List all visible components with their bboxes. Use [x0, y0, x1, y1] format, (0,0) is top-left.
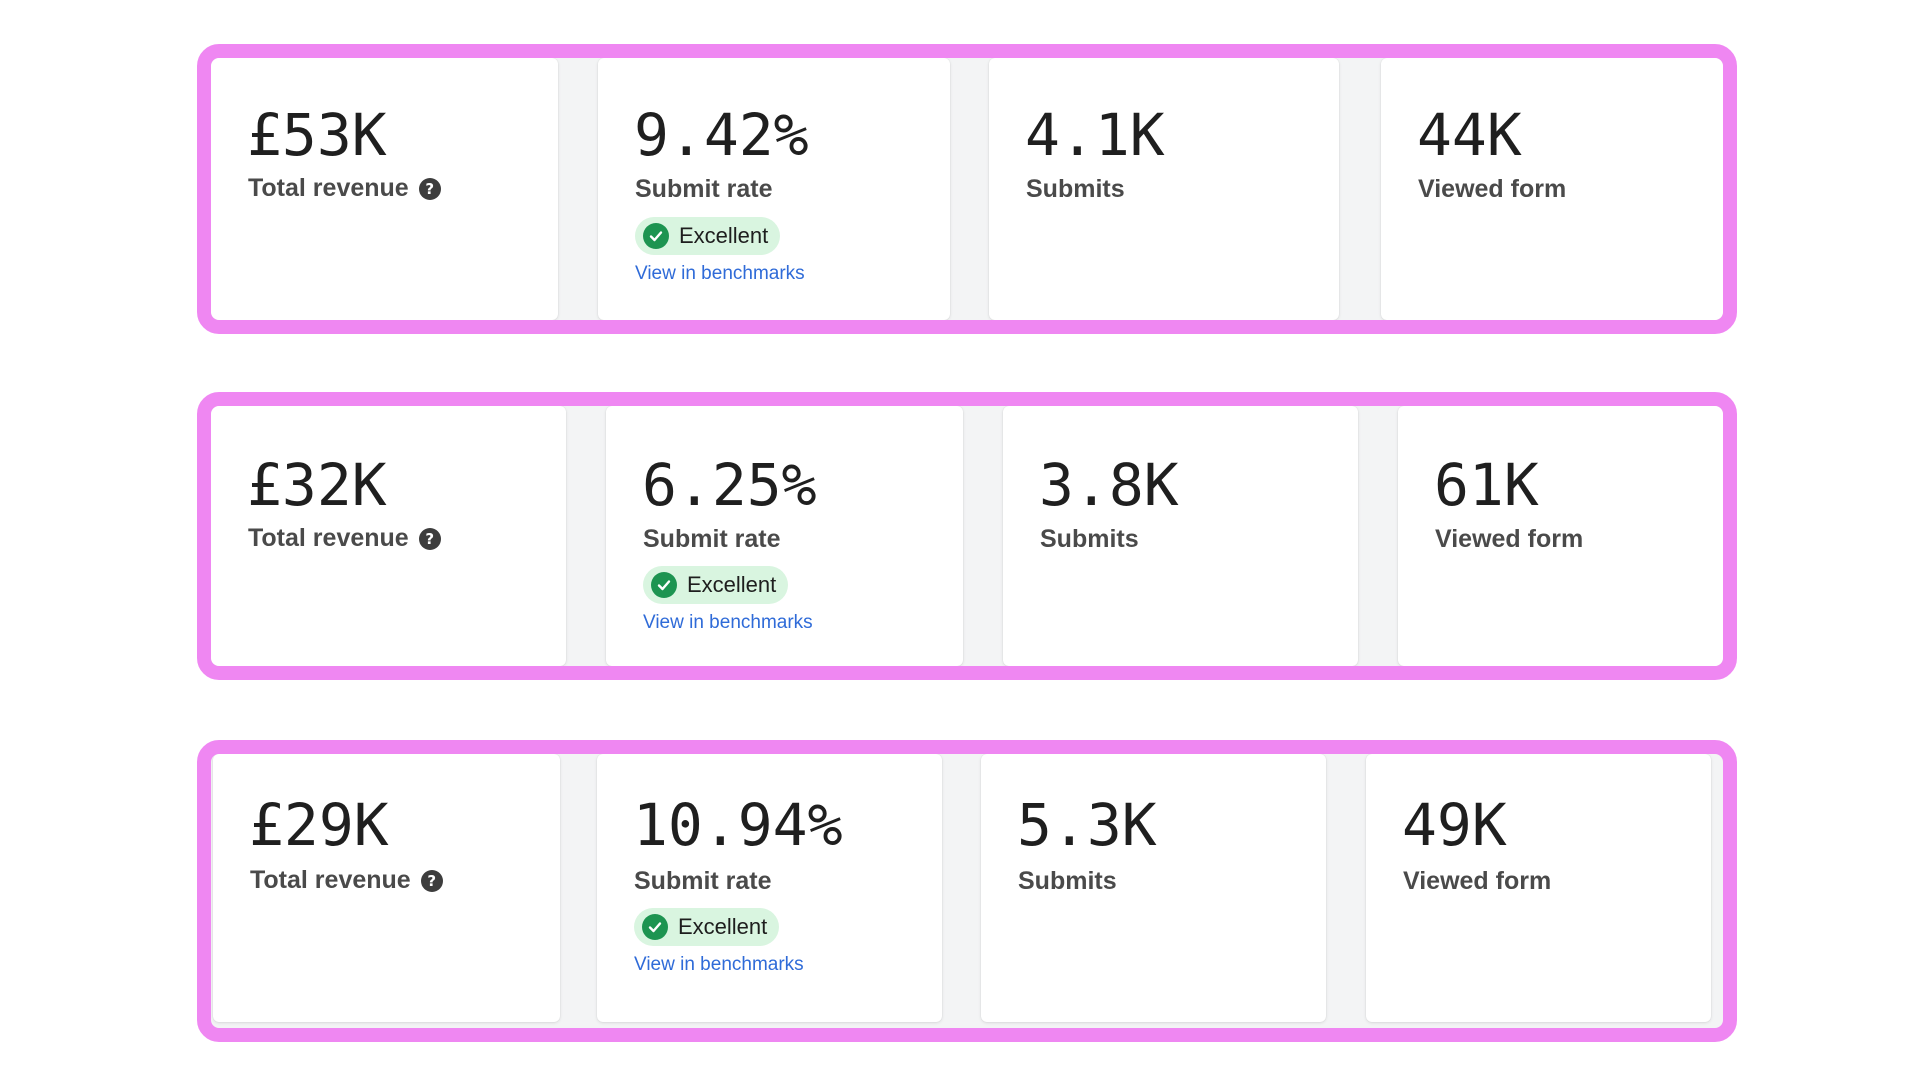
card-submits: 5.3K Submits [981, 754, 1326, 1022]
card-submit-rate: 10.94% Submit rate Excellent View in ben… [597, 754, 942, 1022]
submits-value: 3.8K [1039, 451, 1179, 519]
submit-rate-label: Submit rate [634, 867, 772, 895]
badge-text: Excellent [678, 914, 768, 939]
viewed-form-label: Viewed form [1403, 867, 1552, 895]
viewed-form-value: 61K [1434, 451, 1539, 519]
submit-rate-label: Submit rate [635, 175, 773, 203]
viewed-form-value: 44K [1417, 101, 1522, 169]
total-revenue-label: Total revenue ? [248, 524, 441, 553]
submit-rate-value: 9.42% [634, 101, 809, 169]
badge-text: Excellent [679, 223, 769, 248]
card-submits: 4.1K Submits [989, 58, 1339, 320]
card-viewed-form: 61K Viewed form [1398, 406, 1723, 666]
metric-cards: £53K Total revenue ? 9.42% Submit rate E… [211, 58, 1723, 320]
question-circle-icon[interactable]: ? [420, 869, 443, 892]
card-total-revenue: £32K Total revenue ? [211, 406, 566, 666]
excellent-badge: Excellent [634, 908, 780, 946]
badge-text: Excellent [687, 572, 777, 597]
metrics-panel-1: £53K Total revenue ? 9.42% Submit rate E… [197, 44, 1737, 334]
total-revenue-label: Total revenue ? [248, 174, 441, 203]
total-revenue-label-text: Total revenue [248, 174, 409, 202]
metrics-panel-2: £32K Total revenue ? 6.25% Submit rate E… [197, 392, 1737, 680]
viewed-form-label: Viewed form [1435, 525, 1584, 553]
check-circle-icon [643, 223, 669, 249]
excellent-badge: Excellent [643, 566, 789, 604]
submit-rate-label: Submit rate [643, 525, 781, 553]
metric-cards: £29K Total revenue ? 10.94% Submit rate … [211, 754, 1723, 1028]
total-revenue-value: £32K [247, 451, 387, 519]
question-circle-icon[interactable]: ? [418, 177, 441, 200]
total-revenue-label-text: Total revenue [248, 524, 409, 552]
card-submits: 3.8K Submits [1003, 406, 1358, 666]
submits-label: Submits [1018, 867, 1117, 895]
submits-value: 5.3K [1017, 791, 1157, 859]
submit-rate-value: 10.94% [633, 791, 843, 859]
submit-rate-value: 6.25% [642, 451, 817, 519]
metrics-panel-3: £29K Total revenue ? 10.94% Submit rate … [197, 740, 1737, 1042]
card-total-revenue: £53K Total revenue ? [211, 58, 558, 320]
submits-label: Submits [1026, 175, 1125, 203]
check-circle-icon [642, 914, 668, 940]
total-revenue-label-text: Total revenue [250, 866, 411, 894]
submits-label: Submits [1040, 525, 1139, 553]
check-circle-icon [651, 572, 677, 598]
card-submit-rate: 9.42% Submit rate Excellent View in benc… [598, 58, 950, 320]
card-total-revenue: £29K Total revenue ? [213, 754, 560, 1022]
view-in-benchmarks-link[interactable]: View in benchmarks [635, 263, 805, 284]
submits-value: 4.1K [1025, 101, 1165, 169]
excellent-badge: Excellent [635, 217, 781, 255]
question-circle-icon[interactable]: ? [418, 527, 441, 550]
view-in-benchmarks-link[interactable]: View in benchmarks [634, 954, 804, 975]
total-revenue-value: £53K [247, 101, 387, 169]
total-revenue-label: Total revenue ? [250, 866, 443, 895]
viewed-form-value: 49K [1402, 791, 1507, 859]
metric-cards: £32K Total revenue ? 6.25% Submit rate E… [211, 406, 1723, 666]
card-viewed-form: 44K Viewed form [1381, 58, 1723, 320]
card-submit-rate: 6.25% Submit rate Excellent View in benc… [606, 406, 963, 666]
total-revenue-value: £29K [249, 791, 389, 859]
viewed-form-label: Viewed form [1418, 175, 1567, 203]
card-viewed-form: 49K Viewed form [1366, 754, 1711, 1022]
view-in-benchmarks-link[interactable]: View in benchmarks [643, 612, 813, 633]
